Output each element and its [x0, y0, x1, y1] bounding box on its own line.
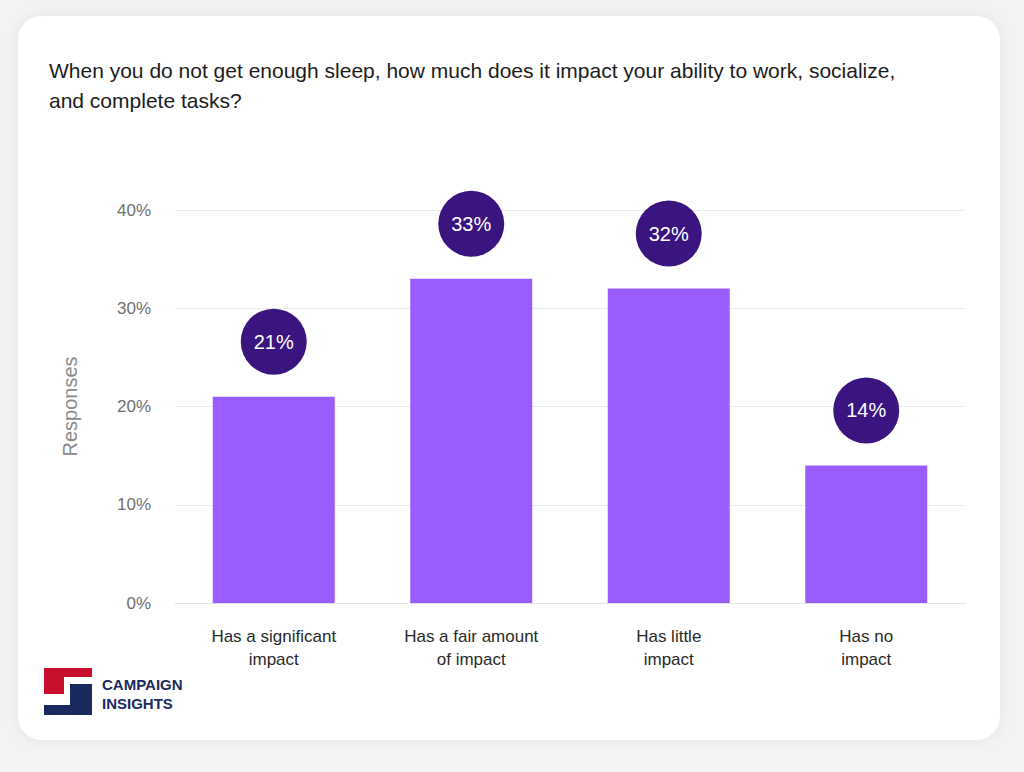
svg-text:CAMPAIGN: CAMPAIGN [102, 676, 183, 693]
svg-text:impact: impact [644, 650, 694, 669]
svg-text:32%: 32% [649, 223, 689, 245]
svg-text:Has a significant: Has a significant [211, 627, 336, 646]
svg-text:of impact: of impact [437, 650, 506, 669]
svg-text:Has little: Has little [636, 627, 701, 646]
svg-text:impact: impact [249, 650, 299, 669]
svg-text:Has a fair amount: Has a fair amount [404, 627, 538, 646]
svg-text:20%: 20% [117, 397, 151, 416]
svg-text:When you do not get enough sle: When you do not get enough sleep, how mu… [49, 59, 901, 82]
svg-text:40%: 40% [117, 201, 151, 220]
svg-text:10%: 10% [117, 495, 151, 514]
svg-text:Responses: Responses [59, 356, 81, 456]
svg-text:Has no: Has no [839, 627, 893, 646]
svg-text:impact: impact [841, 650, 891, 669]
svg-text:0%: 0% [126, 594, 151, 613]
svg-text:30%: 30% [117, 299, 151, 318]
svg-text:14%: 14% [846, 399, 886, 421]
svg-text:21%: 21% [254, 331, 294, 353]
svg-text:33%: 33% [451, 213, 491, 235]
svg-text:and complete tasks?: and complete tasks? [49, 89, 242, 112]
svg-text:INSIGHTS: INSIGHTS [102, 695, 173, 712]
